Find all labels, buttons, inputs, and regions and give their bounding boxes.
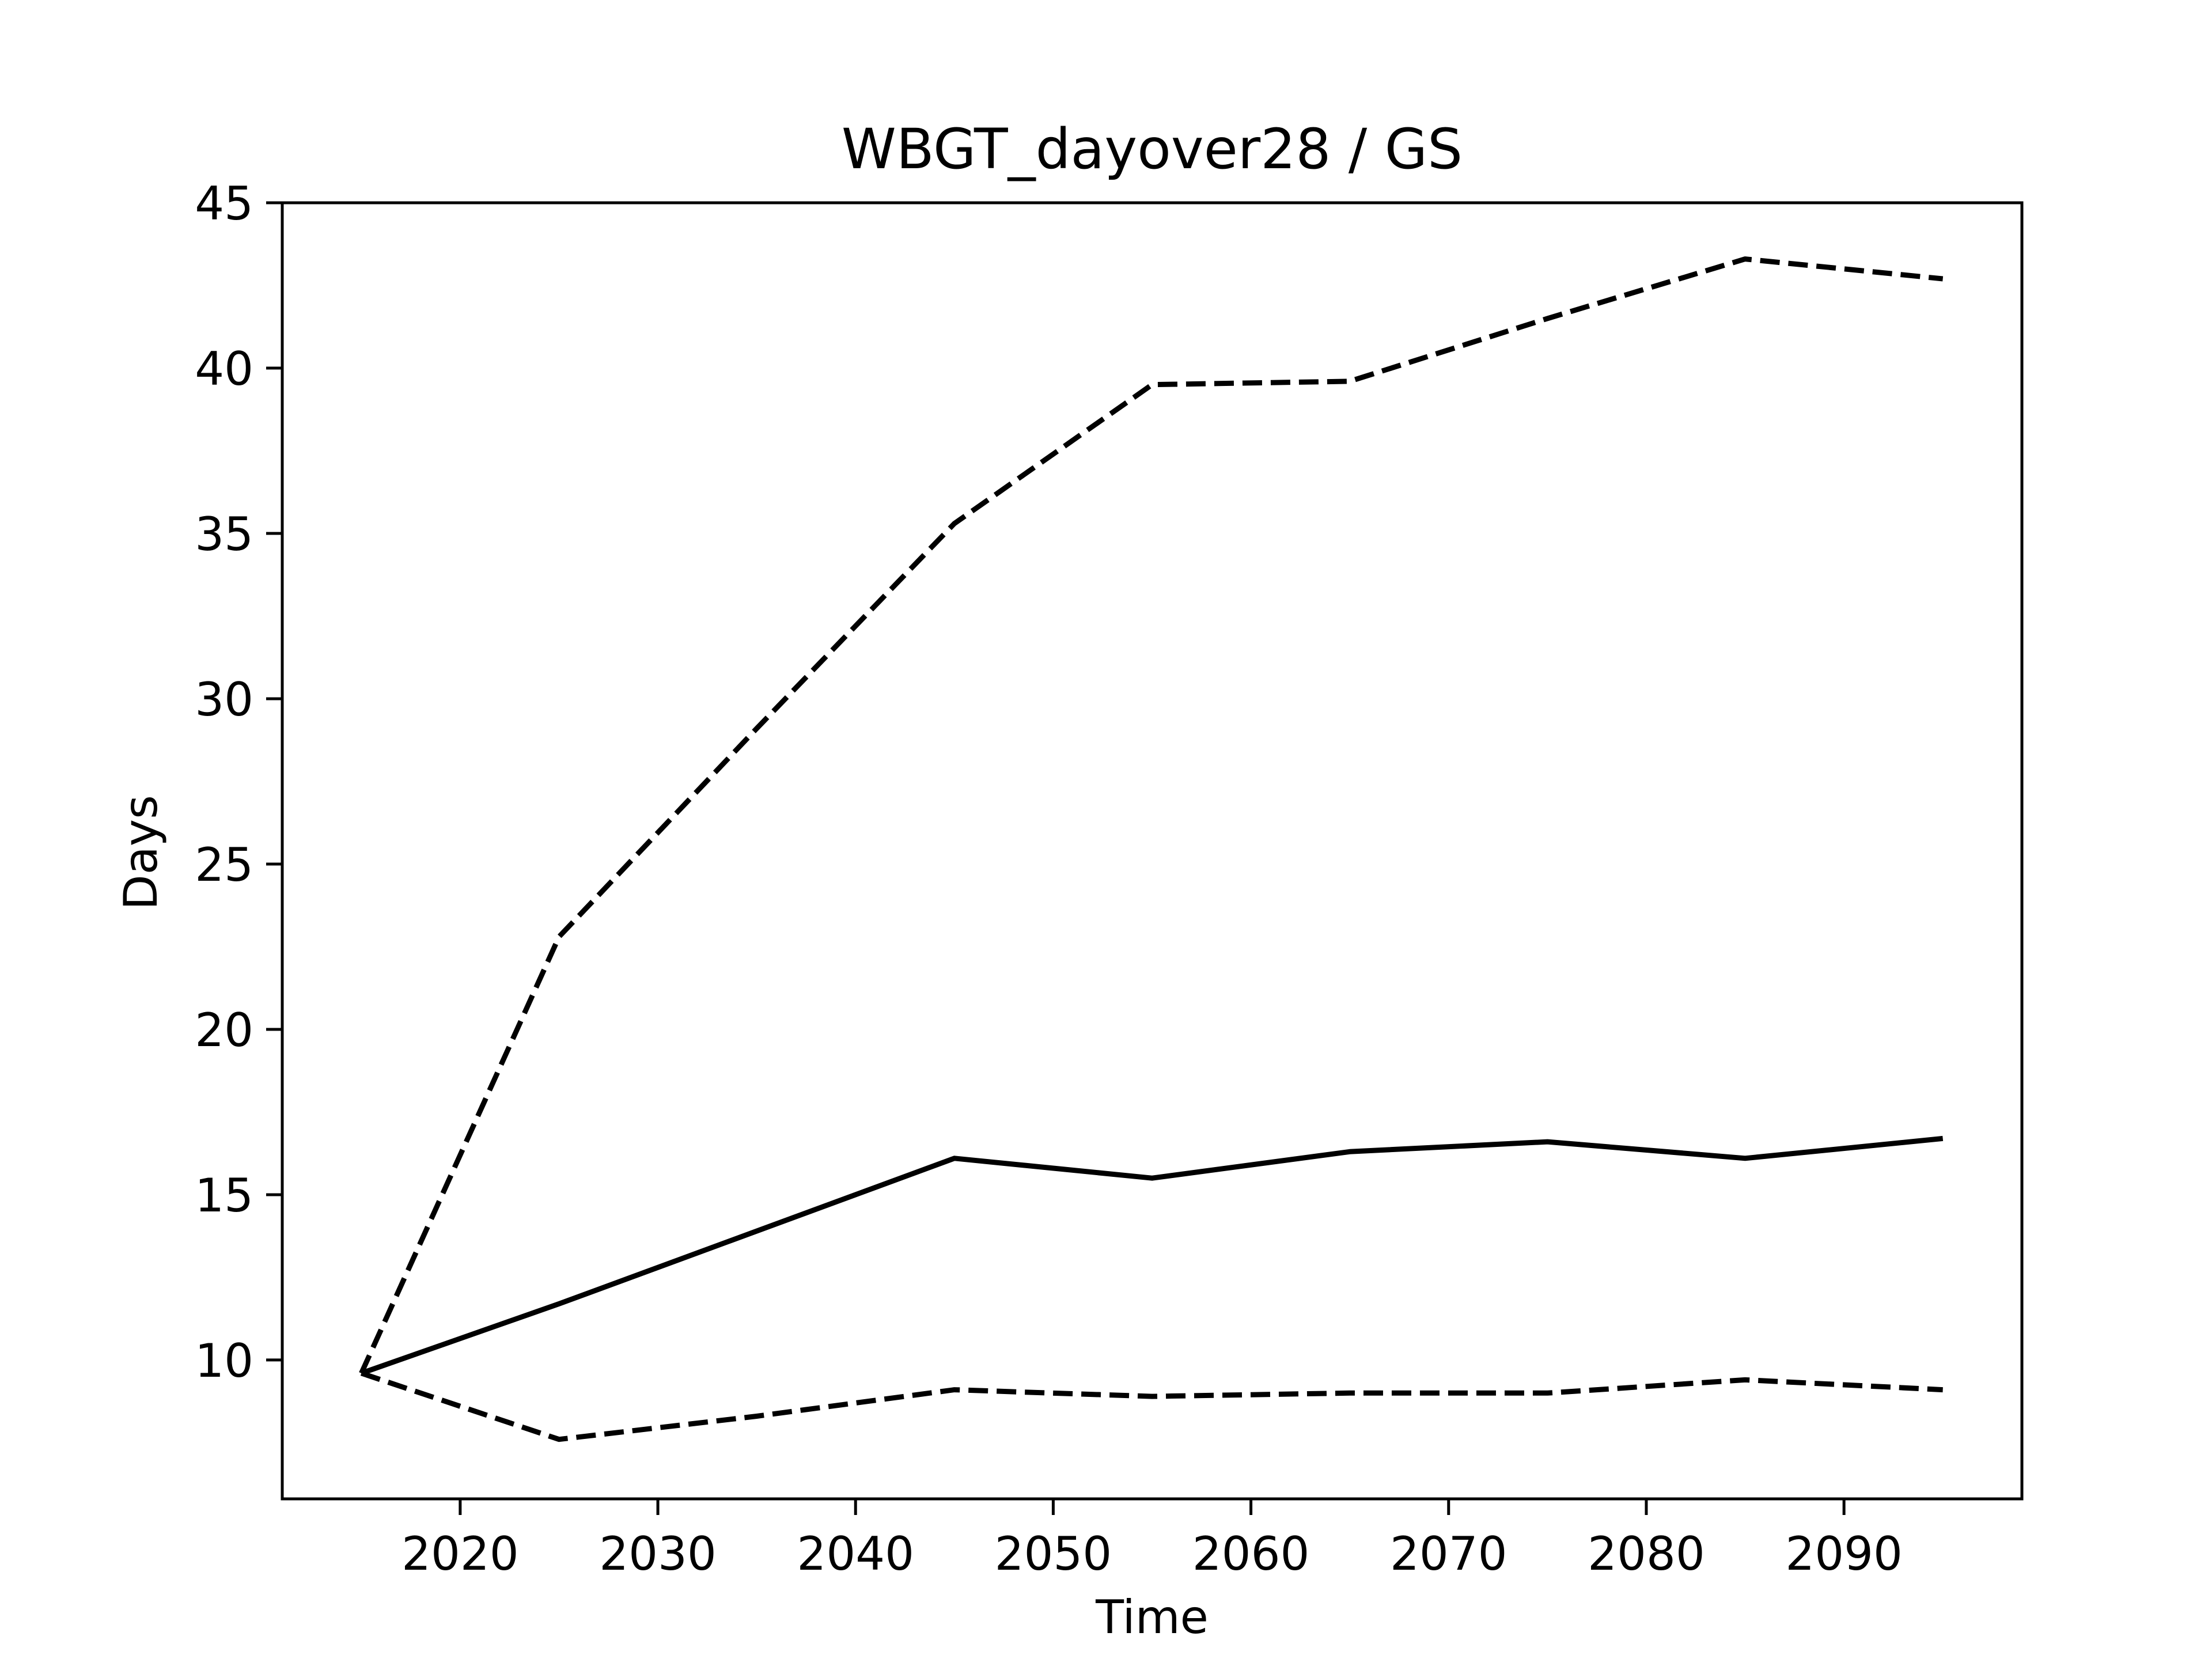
x-axis: 2020 2030 2040 2050 2060 2070 2080 2090 xyxy=(402,1499,1903,1581)
series-layer xyxy=(359,256,1944,1442)
y-tick-label: 30 xyxy=(195,673,253,726)
x-tick-label: 2090 xyxy=(1785,1527,1903,1581)
y-tick-label: 25 xyxy=(195,838,253,892)
y-tick-label: 20 xyxy=(195,1003,253,1057)
x-tick-label: 2070 xyxy=(1390,1527,1508,1581)
plot-frame xyxy=(281,201,2024,1501)
x-tick-label: 2040 xyxy=(797,1527,914,1581)
series-line-2-dashed xyxy=(359,256,1944,1374)
plot-area xyxy=(281,201,2024,1501)
y-tick-label: 45 xyxy=(195,177,253,230)
y-axis-label: Days xyxy=(114,795,168,910)
y-tick-label: 40 xyxy=(195,342,253,396)
series-line-3-dashed xyxy=(360,1370,1943,1442)
x-tick-label: 2030 xyxy=(599,1527,717,1581)
y-tick-label: 15 xyxy=(195,1169,253,1222)
x-tick-label: 2050 xyxy=(995,1527,1112,1581)
x-tick-label: 2060 xyxy=(1192,1527,1310,1581)
series-line-1-solid xyxy=(360,1135,1944,1376)
x-tick-label: 2020 xyxy=(402,1527,519,1581)
x-tick-label: 2080 xyxy=(1588,1527,1705,1581)
y-tick-label: 10 xyxy=(195,1334,253,1388)
y-tick-label: 35 xyxy=(195,507,253,561)
y-axis: 10 15 20 25 30 35 40 45 xyxy=(195,177,282,1388)
x-axis-label: Time xyxy=(1095,1590,1209,1644)
chart-title: WBGT_dayover28 / GS xyxy=(842,117,1463,181)
